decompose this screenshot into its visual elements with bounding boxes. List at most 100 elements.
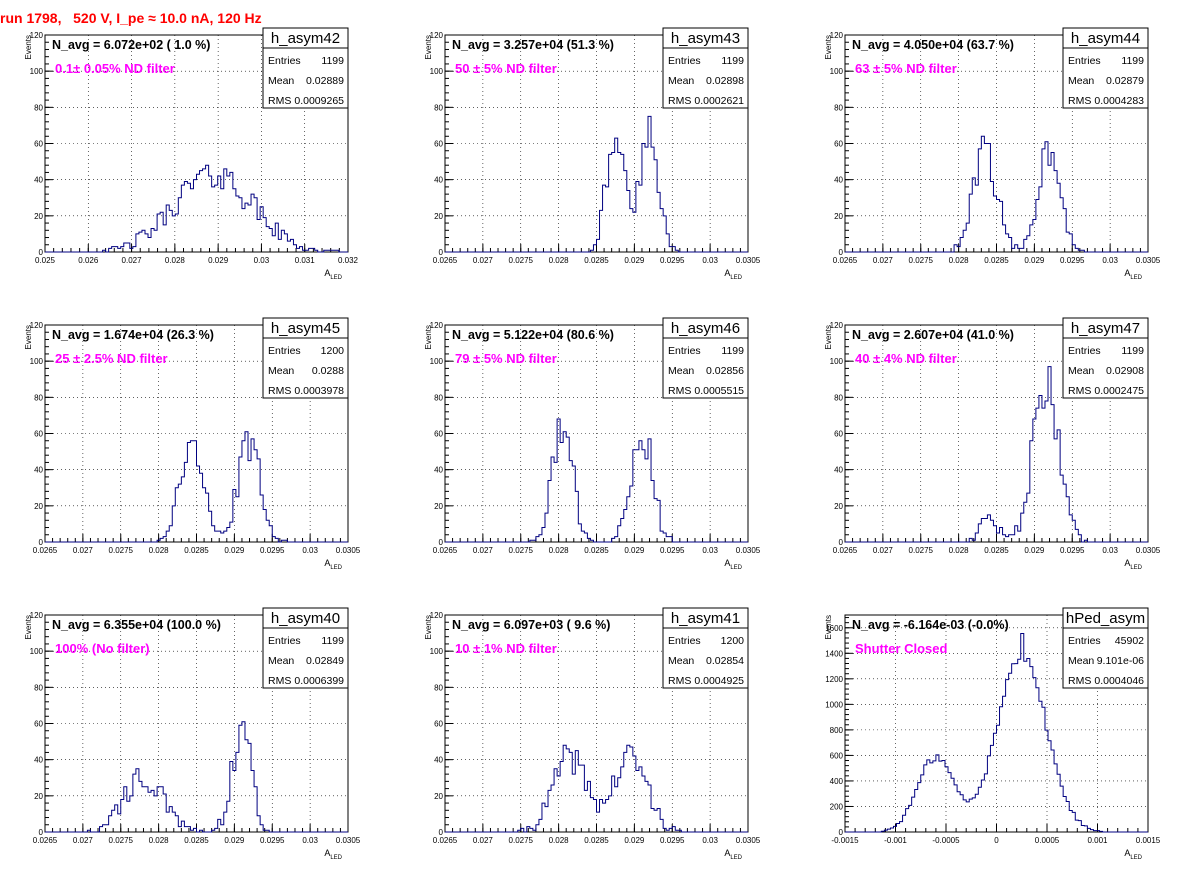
histogram-name: h_asym41 [671,610,740,627]
y-tick-label: 100 [430,647,444,656]
stats-mean-label: Mean [1068,75,1094,87]
y-tick-label: 80 [34,103,43,112]
x-tick-label: 0.029 [1024,546,1045,555]
x-tick-label: 0.032 [338,256,359,265]
y-tick-label: 20 [434,792,443,801]
x-tick-label: 0.0295 [260,836,285,845]
x-axis-label-sub: LED [1130,275,1142,281]
x-tick-label: 0.0285 [984,546,1009,555]
x-tick-label: 0.0285 [984,256,1009,265]
y-tick-label: 120 [30,611,44,620]
x-tick-label: 0.0265 [833,546,858,555]
y-tick-label: 40 [434,176,443,185]
x-tick-label: 0.0305 [736,256,761,265]
x-tick-label: 0.028 [549,836,570,845]
y-tick-label: 20 [34,502,43,511]
stats-entries-label: Entries [1068,55,1101,67]
y-tick-label: 80 [34,683,43,692]
y-tick-label: 0 [439,828,444,837]
stats-mean-value: 0.02898 [706,75,744,87]
y-tick-label: 60 [34,430,43,439]
x-tick-label: 0.028 [149,546,170,555]
x-tick-label: 0.0265 [833,256,858,265]
x-tick-label: 0.0305 [736,546,761,555]
x-tick-label: 0.03 [1102,256,1118,265]
x-tick-label: 0.029 [624,546,645,555]
stats-mean-value: 9.101e-06 [1097,655,1144,667]
y-tick-label: 600 [830,751,844,760]
x-tick-label: -0.0015 [831,836,859,845]
x-tick-label: 0.027 [873,546,894,555]
y-tick-label: 100 [30,67,44,76]
x-tick-label: 0.0295 [1060,256,1085,265]
y-tick-label: 400 [830,777,844,786]
stats-box: h_asym43 Entries 1199 Mean 0.02898 RMS 0.00026… [662,27,749,109]
x-tick-label: 0.0295 [260,546,285,555]
stats-mean-label: Mean [1068,365,1094,377]
navg-label: N_avg = 6.097e+03 ( 9.6 %) [452,618,610,632]
y-tick-label: 40 [34,756,43,765]
y-tick-label: 60 [834,430,843,439]
histogram-series-h_asym42 [45,164,348,253]
y-tick-label: 120 [830,31,844,40]
filter-annotation: 10 ± 1% ND filter [455,641,557,656]
x-tick-label: 0 [994,836,999,845]
stats-entries-value: 1199 [321,635,344,647]
x-tick-label: 0.001 [1087,836,1108,845]
x-tick-label: 0.027 [73,836,94,845]
y-tick-label: 120 [430,321,444,330]
stats-mean-label: Mean [1068,655,1094,667]
stats-box-frame [1062,317,1149,399]
y-tick-label: 60 [434,430,443,439]
histogram-name: h_asym40 [271,610,340,627]
stats-rms-label: RMS [1068,385,1091,397]
x-tick-label: 0.03 [302,836,318,845]
histogram-name: h_asym45 [271,320,340,337]
stats-box: h_asym46 Entries 1199 Mean 0.02856 RMS 0.00055… [662,317,749,399]
x-axis-label-sub: LED [730,275,742,281]
stats-rms-label: RMS [1068,95,1091,107]
x-tick-label: 0.03 [302,546,318,555]
stats-mean-label: Mean [668,365,694,377]
y-tick-label: 0 [839,538,844,547]
stats-mean-value: 0.0288 [312,365,344,377]
y-tick-label: 60 [34,140,43,149]
x-axis-label-main: A [324,558,330,568]
y-axis-label: Events [24,35,33,59]
navg-label: N_avg = 5.122e+04 (80.6 %) [452,328,614,342]
histogram-series-h_asym45 [45,431,348,543]
stats-rms-value: 0.0009265 [294,95,344,107]
stats-entries-label: Entries [1068,635,1101,647]
histogram-panel-h_asym40: 0.0265 0.027 0.0275 0.028 0.0285 0.029 0.0295 0… [24,607,361,861]
x-axis-label-sub: LED [1130,565,1142,571]
histogram-panel-h_asym43: 0.0265 0.027 0.0275 0.028 0.0285 0.029 0.0295 0… [424,27,761,281]
stats-box: h_asym40 Entries 1199 Mean 0.02849 RMS 0.00063… [262,607,349,689]
y-tick-label: 800 [830,726,844,735]
x-tick-label: 0.0275 [109,546,134,555]
x-axis-label: ALED [1124,558,1142,571]
stats-entries-value: 1199 [721,55,744,67]
x-tick-label: 0.027 [122,256,143,265]
stats-box: h_asym42 Entries 1199 Mean 0.02889 RMS 0.00092… [262,27,349,109]
stats-entries-value: 1199 [1121,345,1144,357]
y-tick-label: 0 [839,248,844,257]
x-tick-label: 0.0015 [1136,836,1161,845]
stats-box: h_asym47 Entries 1199 Mean 0.02908 RMS 0.00024… [1062,317,1149,399]
y-tick-label: 40 [34,466,43,475]
y-tick-label: 0 [839,828,844,837]
x-tick-label: 0.0285 [184,546,209,555]
y-tick-label: 20 [834,502,843,511]
x-tick-label: 0.028 [165,256,186,265]
y-axis-label: Events [424,35,433,59]
stats-box: h_asym41 Entries 1200 Mean 0.02854 RMS 0.00049… [662,607,749,689]
x-tick-label: 0.026 [78,256,99,265]
y-tick-label: 20 [434,502,443,511]
y-tick-label: 0 [39,538,44,547]
x-axis-label-sub: LED [330,565,342,571]
filter-annotation: 25 ± 2.5% ND filter [55,351,168,366]
stats-rms-label: RMS [268,675,291,687]
stats-mean-value: 0.02854 [706,655,744,667]
x-axis-label-main: A [724,558,730,568]
filter-annotation: 63 ± 5% ND filter [855,61,957,76]
navg-label: N_avg = 4.050e+04 (63.7 %) [852,38,1014,52]
